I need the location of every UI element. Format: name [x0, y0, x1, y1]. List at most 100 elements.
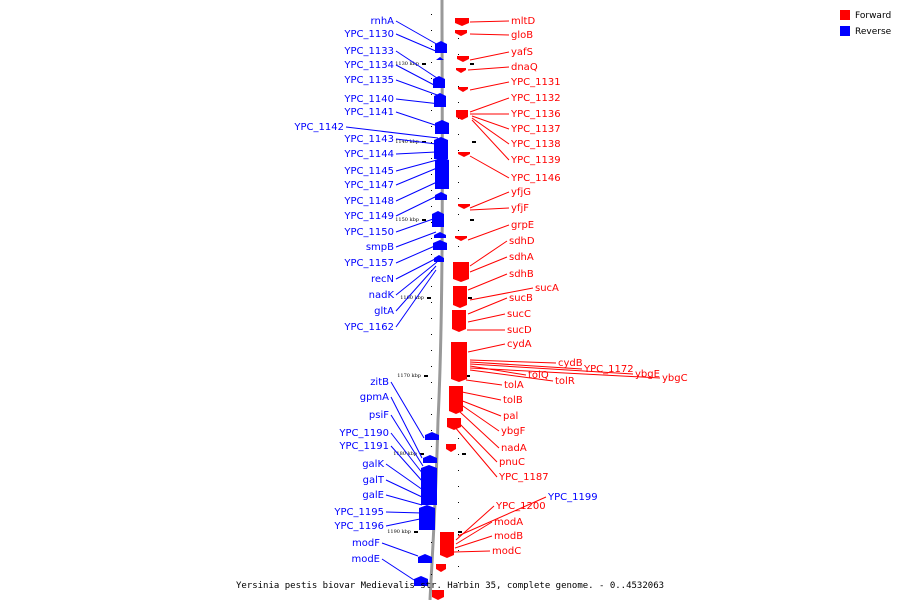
reverse-gene-label[interactable]: gpmA [360, 392, 389, 403]
reverse-gene-label[interactable]: YPC_1162 [343, 322, 394, 333]
forward-gene-label[interactable]: tolB [503, 395, 523, 406]
reverse-gene-label[interactable]: YPC_1133 [343, 46, 394, 57]
forward-gene-label[interactable]: YPC_1138 [510, 139, 561, 150]
reverse-label-line [395, 195, 438, 217]
reverse-gene-label[interactable]: recN [371, 274, 394, 285]
forward-gene-label[interactable]: mltD [511, 16, 535, 27]
reverse-gene-label[interactable]: nadK [369, 290, 395, 301]
forward-gene-label[interactable]: yfjG [511, 187, 531, 198]
forward-gene-label[interactable]: yfjF [511, 203, 529, 214]
reverse-gene-label[interactable]: YPC_1143 [343, 134, 394, 145]
forward-gene-label[interactable]: tolA [504, 380, 524, 391]
backbone-dot [431, 222, 432, 223]
reverse-gene-label[interactable]: YPC_1142 [293, 122, 344, 133]
reverse-gene-label[interactable]: YPC_1190 [338, 428, 389, 439]
reverse-gene-label[interactable]: YPC_1147 [343, 180, 394, 191]
forward-gene-label[interactable]: pnuC [499, 457, 525, 468]
reverse-gene-label[interactable]: smpB [366, 242, 394, 253]
reverse-gene-label[interactable]: galK [362, 459, 384, 470]
reverse-gene-label[interactable]: YPC_1157 [343, 258, 394, 269]
forward-label-line [457, 496, 547, 537]
reverse-gene-label[interactable]: rnhA [371, 16, 395, 27]
reverse-gene-label[interactable]: YPC_1191 [338, 441, 389, 452]
reverse-gene-label[interactable]: modF [352, 538, 380, 549]
forward-gene-label[interactable]: sdhA [509, 252, 534, 263]
forward-label-line [469, 367, 661, 379]
scale-tick [427, 297, 431, 299]
forward-gene-label[interactable]: nadA [501, 443, 527, 454]
forward-gene-label[interactable]: YPC_1146 [510, 173, 561, 184]
forward-gene-label[interactable]: YPC_1131 [510, 77, 561, 88]
forward-gene-label[interactable]: tolQ [528, 370, 549, 381]
forward-gene-label[interactable]: YPC_1200 [495, 501, 546, 512]
forward-gene-glyph [456, 68, 466, 73]
forward-gene-label[interactable]: sucC [507, 309, 531, 320]
forward-gene-label[interactable]: sdhB [509, 269, 534, 280]
reverse-gene-label[interactable]: YPC_1135 [343, 75, 394, 86]
reverse-gene-label[interactable]: modE [351, 554, 380, 565]
forward-gene-label[interactable]: YPC_1187 [498, 472, 549, 483]
forward-gene-label[interactable]: sucB [509, 293, 533, 304]
reverse-gene-glyph [414, 576, 428, 586]
reverse-label-line [395, 98, 441, 105]
reverse-gene-label[interactable]: galT [363, 475, 385, 486]
reverse-gene-label[interactable]: gltA [374, 306, 394, 317]
backbone-dot [458, 214, 459, 215]
forward-gene-label[interactable]: sucD [507, 325, 532, 336]
reverse-gene-label[interactable]: YPC_1141 [343, 107, 394, 118]
forward-gene-label[interactable]: YPC_1132 [510, 93, 561, 104]
forward-gene-label[interactable]: YPC_1172 [583, 364, 634, 375]
forward-label-line [461, 391, 502, 401]
reverse-gene-label[interactable]: YPC_1148 [343, 196, 394, 207]
reverse-label-line [385, 463, 424, 491]
reverse-gene-label[interactable]: YPC_1196 [333, 521, 384, 532]
reverse-gene-label[interactable]: YPC_1145 [343, 166, 394, 177]
forward-gene-label[interactable]: YPC_1199 [547, 492, 598, 503]
forward-gene-label[interactable]: pal [503, 411, 518, 422]
reverse-gene-label[interactable]: YPC_1130 [343, 29, 394, 40]
reverse-gene-label[interactable]: psiF [369, 410, 389, 421]
forward-gene-label[interactable]: grpE [511, 220, 534, 231]
forward-gene-label[interactable]: gloB [511, 30, 533, 41]
forward-gene-label[interactable]: ybgF [501, 426, 526, 437]
reverse-gene-label[interactable]: zitB [370, 377, 389, 388]
forward-gene-label[interactable]: cydB [558, 358, 583, 369]
forward-gene-label[interactable]: YPC_1139 [510, 155, 561, 166]
forward-gene-label[interactable]: dnaQ [511, 62, 538, 73]
forward-gene-label[interactable]: modC [492, 546, 521, 557]
reverse-gene-label[interactable]: YPC_1144 [343, 149, 394, 160]
reverse-gene-label[interactable]: YPC_1149 [343, 211, 394, 222]
forward-gene-label[interactable]: ybgC [662, 373, 688, 384]
forward-gene-label[interactable]: modA [494, 517, 523, 528]
forward-gene-label[interactable]: yafS [511, 47, 533, 58]
forward-gene-glyph [456, 110, 468, 120]
forward-gene-label[interactable]: tolR [555, 376, 575, 387]
reverse-gene-label[interactable]: YPC_1134 [343, 60, 394, 71]
forward-gene-label[interactable]: ybgE [635, 369, 660, 380]
forward-gene-label[interactable]: modB [494, 531, 523, 542]
forward-gene-label[interactable]: sdhD [509, 236, 535, 247]
forward-label-line [469, 240, 508, 267]
reverse-gene-label[interactable]: YPC_1150 [343, 227, 394, 238]
forward-label-line [469, 369, 554, 382]
label-lines [345, 20, 661, 581]
reverse-gene-glyph [423, 455, 437, 463]
reverse-gene-label[interactable]: YPC_1195 [333, 507, 384, 518]
backbone-dot [458, 550, 459, 551]
backbone-dot [458, 182, 459, 183]
forward-gene-label[interactable]: sucA [535, 283, 559, 294]
reverse-label-line [395, 231, 437, 248]
forward-label-line [455, 521, 493, 545]
forward-gene-label[interactable]: cydA [507, 339, 532, 350]
scale-tick [468, 297, 472, 299]
legend-reverse-swatch [840, 26, 850, 36]
reverse-label-line [395, 217, 437, 233]
forward-gene-label[interactable]: YPC_1136 [510, 109, 561, 120]
forward-label-line [469, 287, 534, 301]
reverse-label-line [395, 64, 437, 87]
backbone-dot [431, 174, 432, 175]
reverse-gene-glyph [435, 192, 447, 200]
reverse-gene-label[interactable]: galE [362, 490, 384, 501]
forward-gene-label[interactable]: YPC_1137 [510, 124, 561, 135]
reverse-gene-label[interactable]: YPC_1140 [343, 94, 394, 105]
